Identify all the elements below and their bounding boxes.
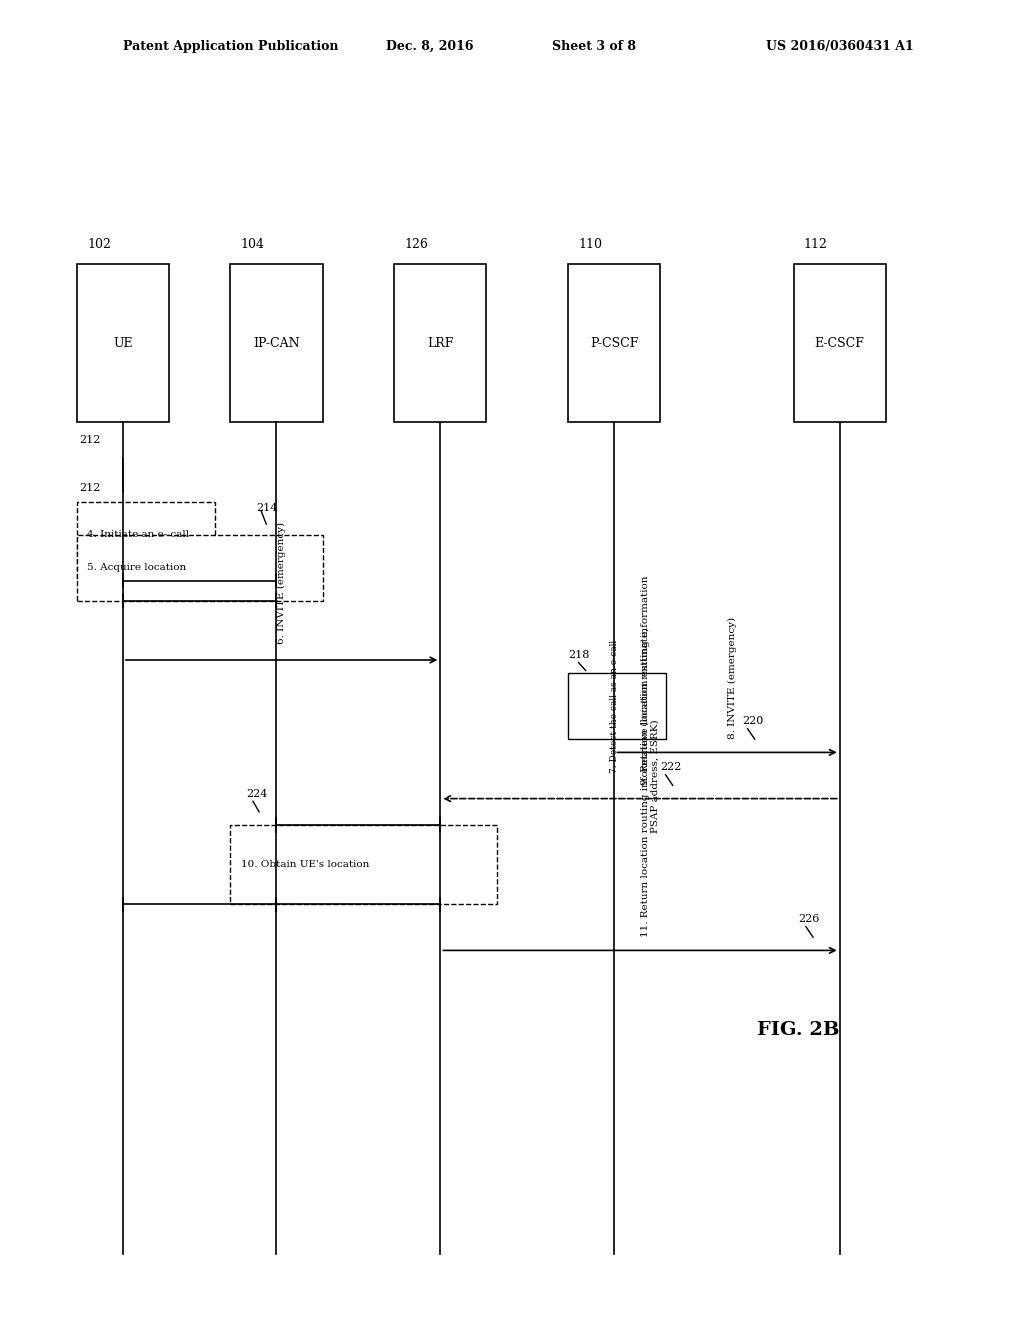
Bar xyxy=(77,535,323,601)
Text: Dec. 8, 2016: Dec. 8, 2016 xyxy=(386,40,474,53)
Text: UE: UE xyxy=(113,337,133,350)
Text: 218: 218 xyxy=(568,649,590,660)
Text: US 2016/0360431 A1: US 2016/0360431 A1 xyxy=(766,40,913,53)
FancyBboxPatch shape xyxy=(394,264,486,422)
Text: 5. Acquire location: 5. Acquire location xyxy=(87,564,186,572)
Text: FIG. 2B: FIG. 2B xyxy=(758,1020,840,1039)
Text: P-CSCF: P-CSCF xyxy=(590,337,639,350)
Text: 8. INVITE (emergency): 8. INVITE (emergency) xyxy=(728,616,736,739)
Text: 110: 110 xyxy=(579,238,602,251)
FancyBboxPatch shape xyxy=(568,264,660,422)
Bar xyxy=(77,502,215,581)
Text: 112: 112 xyxy=(804,238,827,251)
Text: 9. Retrieve location routing information: 9. Retrieve location routing information xyxy=(641,576,649,785)
Text: 212: 212 xyxy=(79,434,100,445)
Text: E-CSCF: E-CSCF xyxy=(815,337,864,350)
Text: 104: 104 xyxy=(241,238,264,251)
Bar xyxy=(568,673,666,739)
Text: Sheet 3 of 8: Sheet 3 of 8 xyxy=(552,40,636,53)
Text: 222: 222 xyxy=(660,762,682,772)
Text: 10. Obtain UE's location: 10. Obtain UE's location xyxy=(241,861,369,869)
Text: LRF: LRF xyxy=(427,337,454,350)
Text: IP-CAN: IP-CAN xyxy=(253,337,300,350)
FancyBboxPatch shape xyxy=(230,264,323,422)
Text: 220: 220 xyxy=(742,715,764,726)
Text: 226: 226 xyxy=(799,913,820,924)
FancyBboxPatch shape xyxy=(77,264,169,422)
Text: 224: 224 xyxy=(246,788,267,799)
Text: 102: 102 xyxy=(87,238,111,251)
FancyBboxPatch shape xyxy=(794,264,886,422)
Text: Patent Application Publication: Patent Application Publication xyxy=(123,40,338,53)
Text: 126: 126 xyxy=(404,238,428,251)
Text: 214: 214 xyxy=(256,503,278,513)
Text: 4. Initiate an e- call: 4. Initiate an e- call xyxy=(87,531,189,539)
Text: 7. Detect the call as an e-call: 7. Detect the call as an e-call xyxy=(610,640,618,772)
Bar xyxy=(230,825,497,904)
Text: 6. INVITE (emergency): 6. INVITE (emergency) xyxy=(278,521,286,644)
Text: 212: 212 xyxy=(79,483,100,494)
Text: 11. Return location routing information (location estimate,
    PSAP address, ES: 11. Return location routing information … xyxy=(640,628,660,937)
